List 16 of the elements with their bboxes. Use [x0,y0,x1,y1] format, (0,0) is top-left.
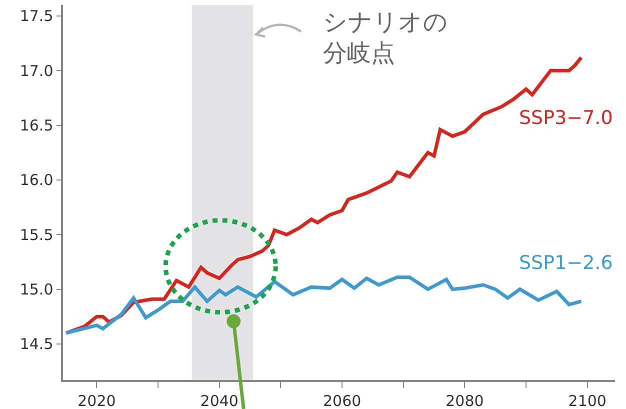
x-tick-label: 2080 [446,392,484,409]
y-tick-label: 16.5 [20,116,54,135]
series-label: SSP1−2.6 [519,252,613,274]
y-tick-label: 15.0 [20,280,54,299]
y-tick-label: 15.5 [20,226,54,244]
y-tick-label: 17.5 [20,7,54,26]
x-tick-label: 2040 [200,392,238,409]
annotation: シナリオの分岐点 [323,8,448,68]
x-tick-label: 2060 [322,392,362,409]
x-tick-label: 2100 [568,392,606,409]
y-tick-label: 17.0 [20,62,54,80]
y-tick-label: 16.0 [20,171,54,190]
series-label: SSP3−7.0 [519,107,613,129]
line-series [64,275,584,335]
x-tick-label: 2020 [78,392,116,409]
y-tick-label: 14.5 [20,335,54,354]
